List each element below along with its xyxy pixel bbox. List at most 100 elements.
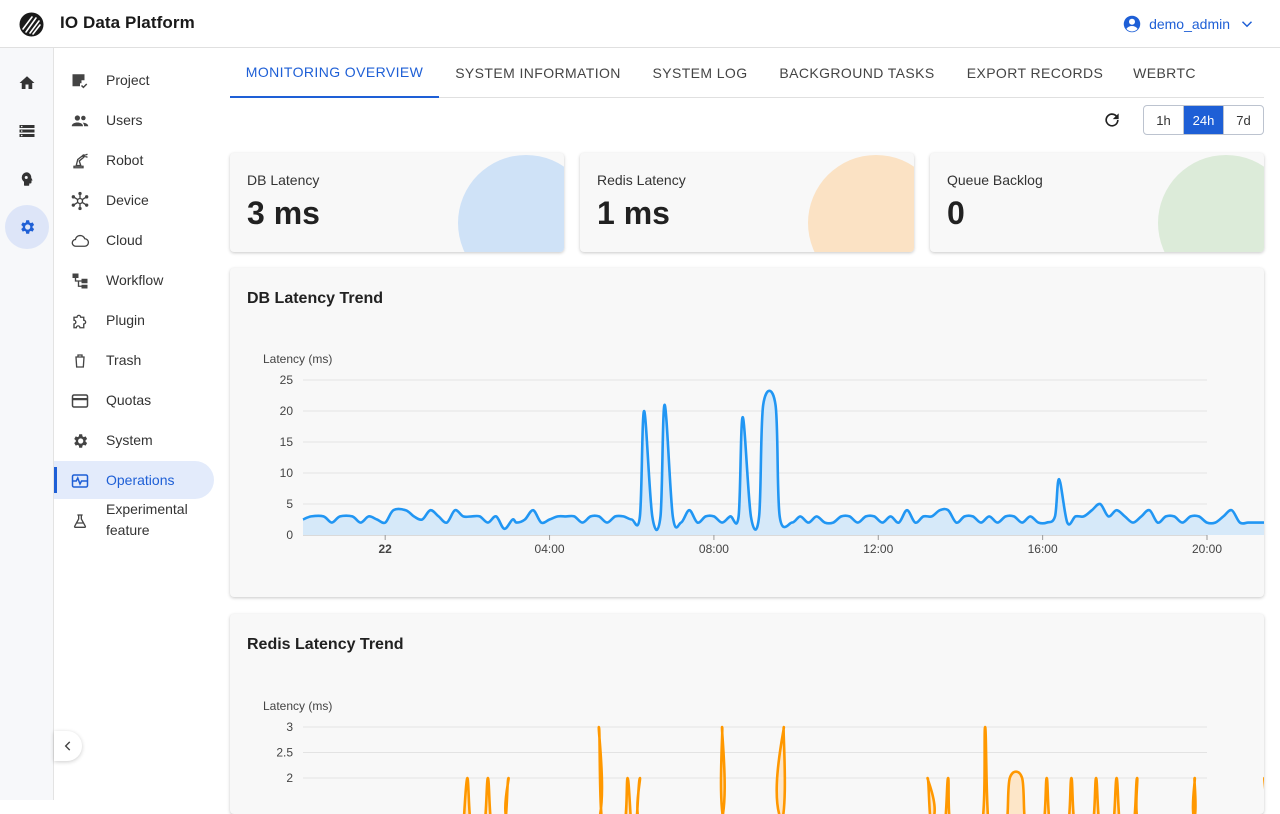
sidebar-item-cloud[interactable]: Cloud: [54, 221, 214, 259]
sidebar-item-robot[interactable]: Robot: [54, 141, 214, 179]
plugin-icon: [70, 311, 90, 331]
series-line: [462, 725, 1264, 814]
stat-value: 3 ms: [247, 195, 320, 231]
sidebar-item-label: Experimental feature: [106, 501, 188, 538]
sidebar-item-label: Trash: [106, 352, 142, 368]
sidebar-item-quotas[interactable]: Quotas: [54, 381, 214, 419]
monitor-heart-icon: [70, 471, 90, 491]
sidebar-item-experimental[interactable]: Experimental feature: [54, 499, 214, 543]
tab-system-information[interactable]: SYSTEM INFORMATION: [455, 64, 621, 81]
x-tick-label: 22: [379, 542, 393, 556]
stat-label: DB Latency: [247, 172, 320, 188]
y-tick-label: 2.5: [276, 746, 293, 760]
trash-icon: [70, 351, 90, 371]
tab-system-log[interactable]: SYSTEM LOG: [652, 64, 748, 81]
x-tick-label: 20:00: [1192, 542, 1222, 556]
tab-bar: MONITORING OVERVIEW SYSTEM INFORMATION S…: [230, 48, 1264, 98]
stat-decoration: [808, 155, 914, 252]
sidebar-item-device[interactable]: Device: [54, 181, 214, 219]
workflow-icon: [70, 271, 90, 291]
y-tick-label: 20: [280, 404, 294, 418]
sidebar-item-label: Workflow: [106, 272, 164, 288]
redis-latency-chart: Latency (ms) 2 2.5 3: [263, 699, 1264, 814]
app-logo: [19, 12, 44, 37]
rail-brain-button[interactable]: [5, 157, 49, 201]
user-menu[interactable]: demo_admin: [1123, 12, 1256, 36]
stat-value: 0: [947, 195, 965, 231]
stat-decoration: [458, 155, 564, 252]
x-tick-label: 12:00: [863, 542, 893, 556]
y-tick-label: 2: [286, 771, 293, 785]
tab-export-records[interactable]: EXPORT RECORDS: [966, 64, 1104, 81]
x-tick-label: 16:00: [1028, 542, 1058, 556]
y-axis-label: Latency (ms): [263, 699, 332, 713]
collapse-sidebar-button[interactable]: [54, 731, 82, 761]
sidebar-item-label: Plugin: [106, 312, 145, 328]
stat-label: Redis Latency: [597, 172, 686, 188]
gear-icon: [21, 220, 35, 234]
flask-icon: [70, 511, 90, 531]
icon-rail: [0, 48, 54, 800]
y-axis-label: Latency (ms): [263, 352, 332, 366]
sidebar-item-project[interactable]: Project: [54, 61, 214, 99]
chart-title: Redis Latency Trend: [247, 636, 404, 653]
chart-title: DB Latency Trend: [247, 290, 384, 307]
tab-webrtc[interactable]: WEBRTC: [1133, 64, 1196, 81]
range-24h-button[interactable]: 24h: [1184, 106, 1224, 134]
sidebar-item-label: Users: [106, 112, 143, 128]
sidebar-item-plugin[interactable]: Plugin: [54, 301, 214, 339]
sidebar-item-label: Robot: [106, 152, 144, 168]
redis-latency-panel: Redis Latency Trend Latency (ms) 2 2.5 3: [230, 614, 1264, 814]
stat-decoration: [1158, 155, 1264, 252]
y-tick-label: 10: [280, 466, 294, 480]
cloud-icon: [70, 231, 90, 251]
stat-card-redis-latency: Redis Latency 1 ms: [580, 153, 914, 252]
time-range-selector: 1h 24h 7d: [1143, 105, 1264, 135]
rail-storage-button[interactable]: [5, 109, 49, 153]
sidebar-item-system[interactable]: System: [54, 421, 214, 459]
stat-card-queue-backlog: Queue Backlog 0: [930, 153, 1264, 252]
stat-card-db-latency: DB Latency 3 ms: [230, 153, 564, 252]
gear-icon: [70, 431, 90, 451]
rail-home-button[interactable]: [5, 61, 49, 105]
rail-settings-button[interactable]: [5, 205, 49, 249]
sidebar: Project Users Robot Device Cloud Workflo…: [54, 48, 222, 800]
sidebar-item-label: Operations: [106, 472, 175, 488]
sidebar-item-label: Cloud: [106, 232, 143, 248]
refresh-button[interactable]: [1100, 108, 1124, 132]
sidebar-item-trash[interactable]: Trash: [54, 341, 214, 379]
chevron-left-icon: [64, 741, 71, 751]
stat-label: Queue Backlog: [947, 172, 1043, 188]
db-latency-chart: Latency (ms) 0 5 10 15 20 25 22 04:00 08:00 12:00 1…: [263, 352, 1264, 556]
db-latency-panel: DB Latency Trend Latency (ms) 0 5 10 15 20 25 2…: [230, 268, 1264, 597]
y-tick-label: 3: [286, 720, 293, 734]
sidebar-item-operations[interactable]: Operations: [54, 461, 214, 499]
brain-icon: [21, 172, 33, 186]
home-icon: [19, 76, 35, 89]
y-tick-label: 0: [286, 528, 293, 542]
stat-value: 1 ms: [597, 195, 670, 231]
refresh-icon: [1105, 113, 1119, 127]
range-7d-button[interactable]: 7d: [1236, 112, 1251, 128]
tab-background-tasks[interactable]: BACKGROUND TASKS: [779, 64, 935, 81]
range-1h-button[interactable]: 1h: [1144, 106, 1184, 134]
sidebar-item-workflow[interactable]: Workflow: [54, 261, 214, 299]
series-line: [302, 389, 1264, 532]
sidebar-item-users[interactable]: Users: [54, 101, 214, 139]
y-tick-label: 25: [280, 373, 294, 387]
series-area: [303, 390, 1264, 535]
account-circle-icon: [1123, 15, 1141, 33]
storage-icon: [19, 125, 35, 137]
credit-card-icon: [70, 391, 90, 411]
app-title: IO Data Platform: [60, 13, 195, 32]
series-area: [464, 727, 1196, 814]
sidebar-item-label: Project: [106, 72, 150, 88]
project-list-icon: [70, 71, 90, 91]
y-tick-label: 15: [280, 435, 294, 449]
top-bar: IO Data Platform demo_admin: [0, 0, 1280, 48]
robot-arm-icon: [70, 151, 90, 171]
users-icon: [70, 111, 90, 131]
tab-monitoring-overview[interactable]: MONITORING OVERVIEW: [230, 48, 439, 98]
username: demo_admin: [1149, 16, 1230, 32]
sidebar-item-label: Quotas: [106, 392, 152, 408]
